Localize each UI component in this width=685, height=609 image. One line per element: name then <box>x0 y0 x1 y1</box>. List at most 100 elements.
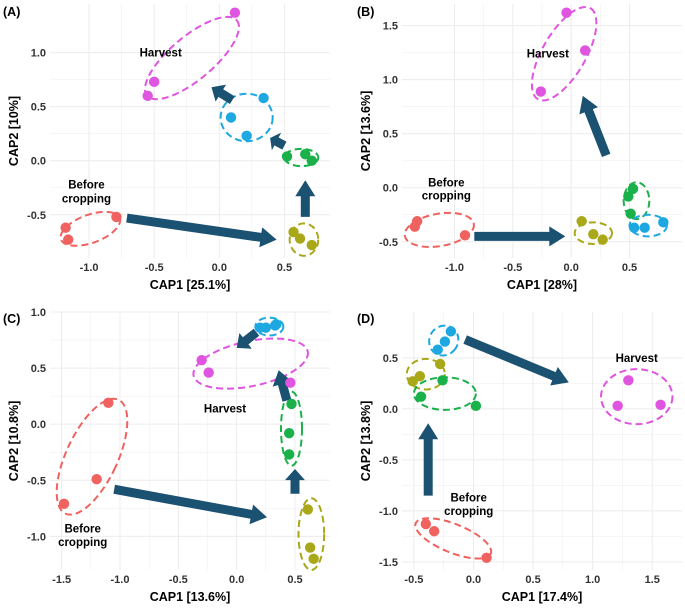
panel-label: (C) <box>3 312 20 326</box>
y-axis-title: CAP2 [10.8%] <box>7 401 21 482</box>
trajectory-arrow <box>126 213 277 248</box>
panel-b: -1.0 -0.5 0.0 0.5 -0.5 0.0 0.5 1.0 1.5 CAP1 [28%]… <box>357 4 682 292</box>
data-point <box>103 397 114 409</box>
data-point <box>271 319 282 330</box>
data-point <box>203 367 214 378</box>
data-point <box>420 518 432 530</box>
y-tick-label: -0.5 <box>27 475 46 487</box>
y-axis-title: CAP2 [13.6%] <box>359 91 373 172</box>
group-annotation: Harvest <box>204 403 246 415</box>
data-point <box>283 449 295 460</box>
trajectory-arrow <box>270 132 287 151</box>
data-point <box>306 155 317 166</box>
data-point <box>148 76 160 88</box>
trajectory-arrow <box>113 484 268 525</box>
data-point <box>308 553 319 564</box>
data-point <box>225 112 237 123</box>
x-tick-label: -1.0 <box>80 262 99 274</box>
data-point <box>260 322 272 333</box>
data-point <box>579 45 591 56</box>
group-ellipse <box>573 221 613 245</box>
trajectory-arrow <box>579 95 611 157</box>
y-tick-label: -1.5 <box>379 557 398 569</box>
data-point <box>658 217 669 228</box>
x-axis-title: CAP1 [13.6%] <box>150 590 231 604</box>
x-tick-label: 1.0 <box>585 574 600 586</box>
panel-c: -1.5 -1.0 -0.5 0.0 0.5 -1.0 -0.5 0.0 0.5 1.0 CAP1 … <box>3 307 330 604</box>
group-ellipse <box>219 92 274 143</box>
group-annotation: Harvest <box>527 49 569 61</box>
group-ellipse <box>280 390 303 467</box>
y-tick-label: -0.5 <box>27 210 46 222</box>
y-tick-label: -1.0 <box>27 531 46 543</box>
y-tick-label: 0.5 <box>31 102 46 114</box>
data-point <box>411 216 423 227</box>
group-annotation: cropping <box>422 190 471 202</box>
data-point <box>283 427 295 439</box>
x-tick-label: 0.5 <box>622 262 637 274</box>
data-point <box>302 504 314 515</box>
data-point <box>445 326 457 337</box>
y-tick-label: -0.5 <box>379 455 398 467</box>
y-tick-label: -0.5 <box>379 237 398 249</box>
group-annotation: cropping <box>58 537 107 549</box>
group-ellipse <box>414 517 493 560</box>
data-point <box>623 191 634 202</box>
x-tick-label: -0.5 <box>169 574 188 586</box>
panel-label: (A) <box>3 5 20 19</box>
x-tick-label: -0.5 <box>404 574 423 586</box>
data-point <box>229 7 241 18</box>
data-point <box>428 526 440 537</box>
group-annotation: Before <box>68 180 104 192</box>
x-tick-label: 0.0 <box>466 574 481 586</box>
data-point <box>612 400 623 412</box>
data-point <box>294 233 306 244</box>
group-ellipse <box>403 211 475 248</box>
y-tick-label: 0.0 <box>31 156 46 168</box>
group-ellipse <box>55 397 129 516</box>
group-ellipse <box>297 497 326 572</box>
grid <box>402 312 682 570</box>
data-point <box>434 358 446 370</box>
grid <box>50 4 330 258</box>
data-point <box>286 398 297 410</box>
data-point <box>627 183 639 195</box>
y-tick-label: -1.0 <box>379 506 398 518</box>
group-annotation: Before <box>64 523 100 535</box>
trajectory-arrow <box>272 370 292 402</box>
data-point <box>241 130 252 142</box>
y-axis-title: CAP2 [10%] <box>7 96 21 166</box>
y-tick-label: 0.0 <box>383 404 398 416</box>
y-tick-label: 1.0 <box>31 307 46 319</box>
x-tick-label: -1.0 <box>111 574 130 586</box>
panel-label: (D) <box>357 312 374 326</box>
group-ellipse <box>622 181 651 221</box>
x-tick-label: -1.5 <box>52 574 71 586</box>
data-point <box>285 377 296 388</box>
trajectory-arrow <box>285 469 305 494</box>
data-point <box>288 226 299 238</box>
data-point <box>63 234 74 245</box>
trajectory-arrow <box>295 180 316 217</box>
data-point <box>58 498 70 510</box>
x-axis-title: CAP1 [28%] <box>507 278 577 292</box>
data-point <box>576 216 587 227</box>
y-tick-label: 0.0 <box>383 183 398 195</box>
x-tick-label: 0.0 <box>212 262 227 274</box>
x-tick-label: -0.5 <box>145 262 164 274</box>
y-tick-label: 0.5 <box>383 353 398 365</box>
data-point <box>414 371 426 382</box>
data-point <box>623 375 634 386</box>
y-tick-label: 1.5 <box>383 21 398 33</box>
group-ellipse <box>288 222 320 257</box>
data-point <box>437 375 448 386</box>
group-annotation: Before <box>428 177 464 189</box>
x-tick-label: -1.0 <box>445 262 464 274</box>
data-point <box>588 229 599 240</box>
trajectory-arrow <box>211 84 235 104</box>
data-point <box>300 149 311 160</box>
panel-label: (B) <box>357 5 374 19</box>
data-point <box>91 473 102 485</box>
grid <box>402 4 682 258</box>
